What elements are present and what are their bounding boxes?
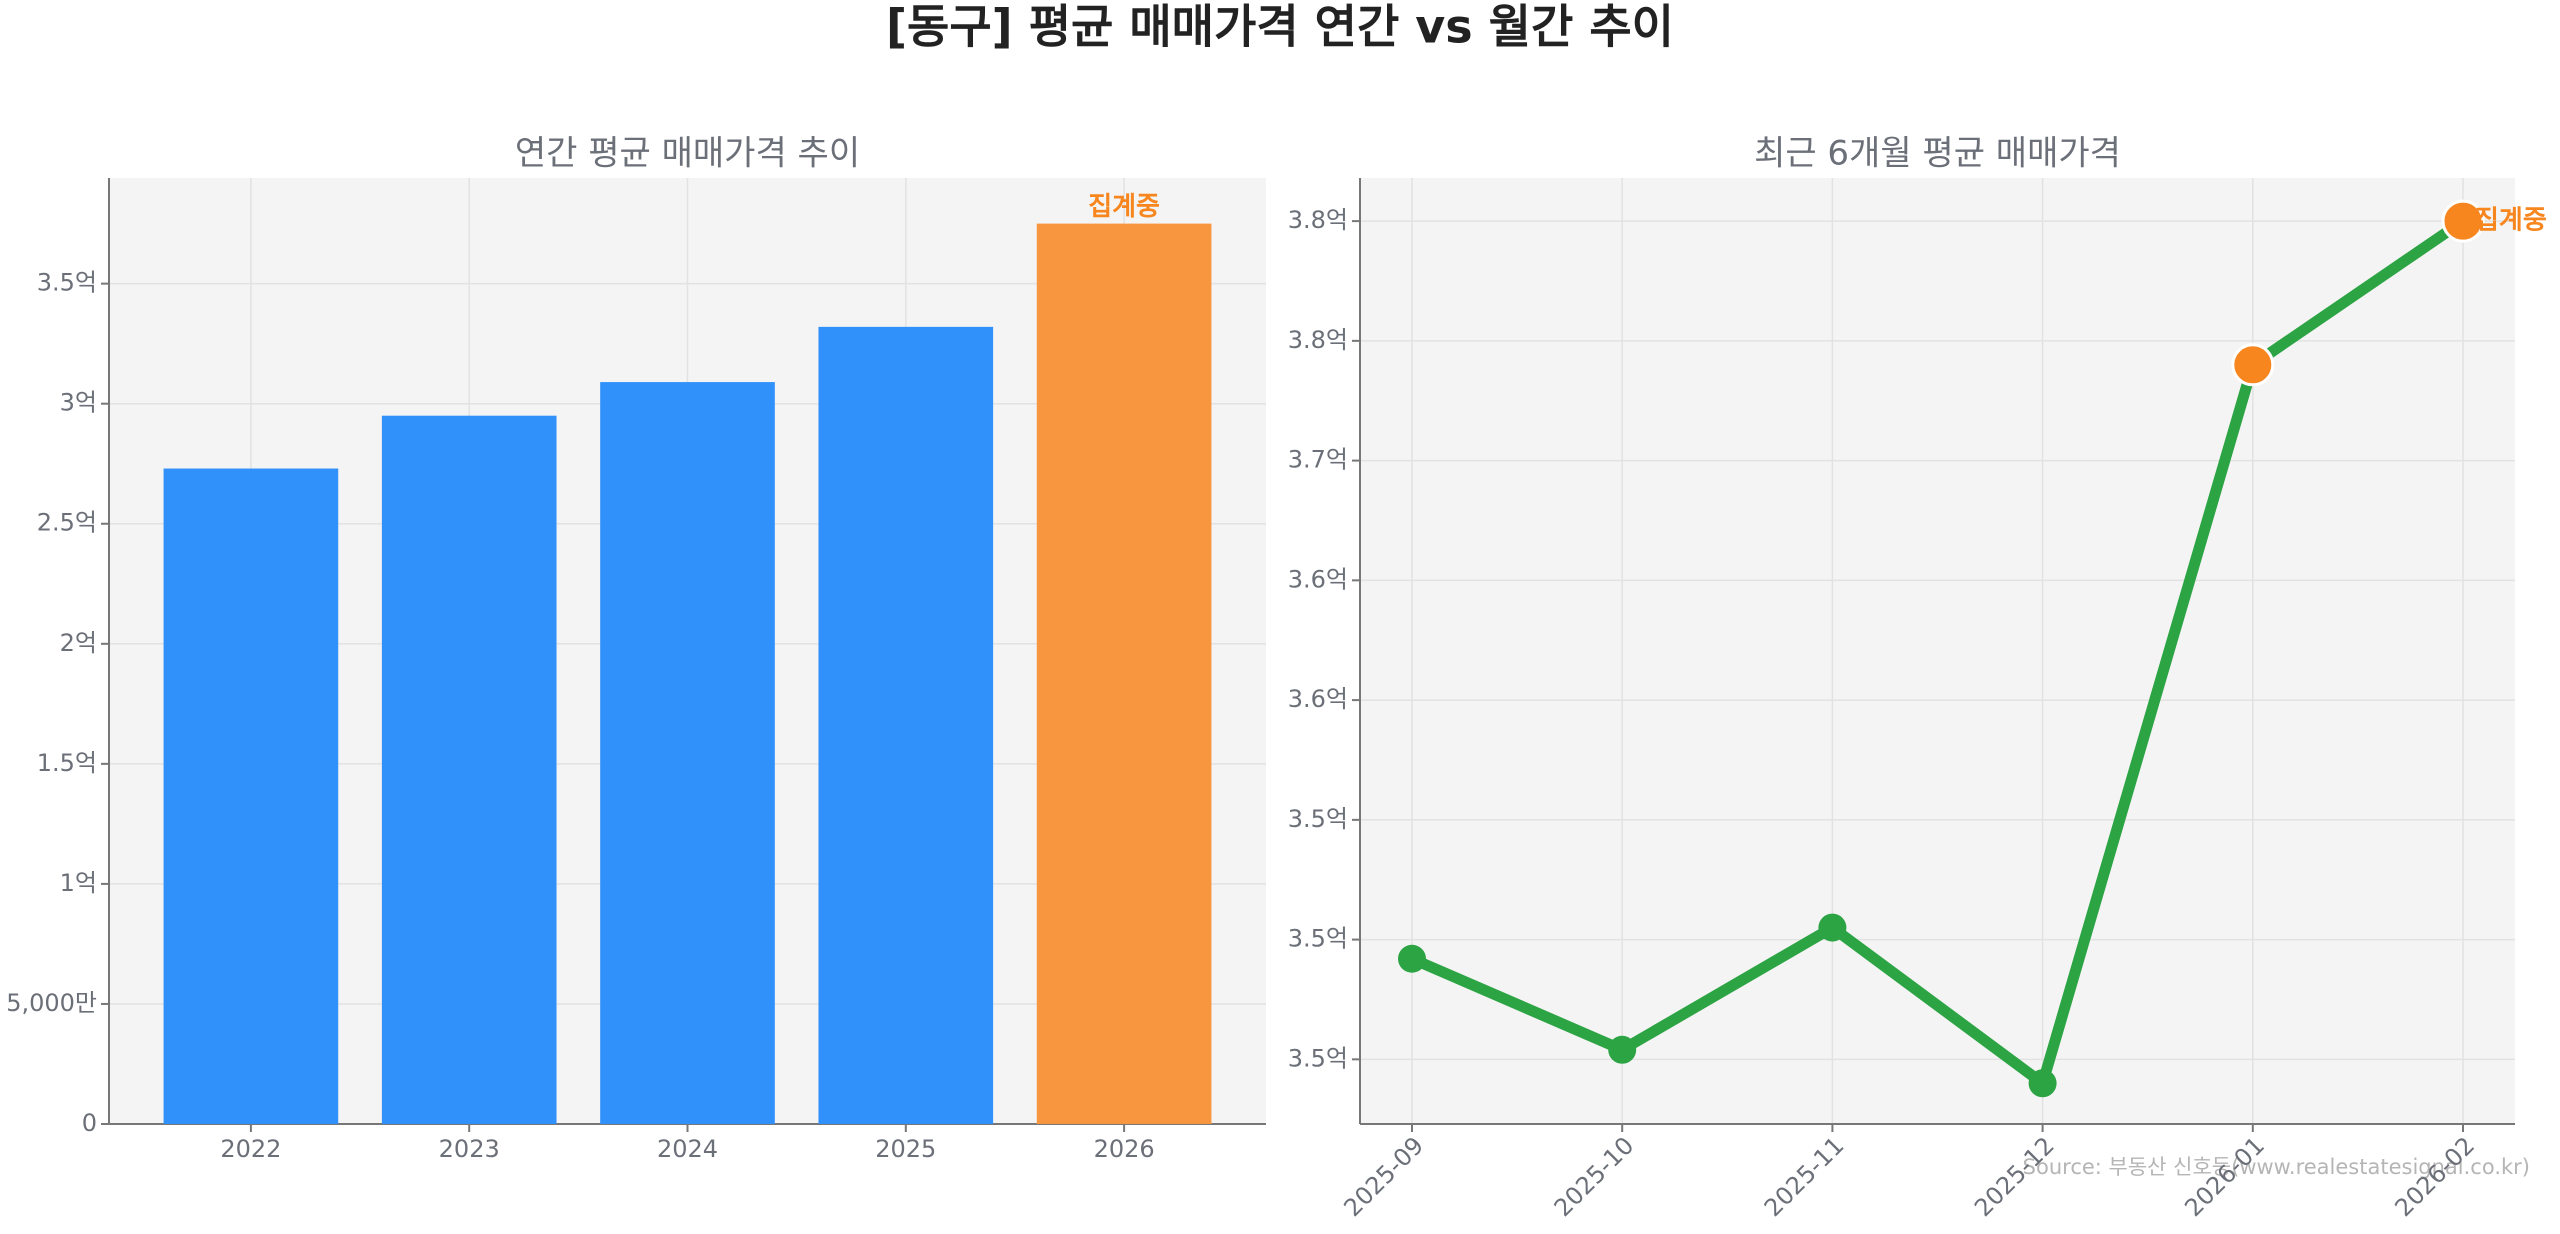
y-tick-label: 3.5억: [1288, 805, 1348, 833]
y-tick-label: 3.8억: [1288, 206, 1348, 234]
marker: [1608, 1035, 1637, 1064]
y-tick-label: 2.5억: [37, 509, 97, 537]
marker: [2231, 343, 2275, 387]
x-tick-label: 2022: [220, 1135, 281, 1163]
y-tick-label: 3.6억: [1288, 565, 1348, 593]
subplot-title: 최근 6개월 평균 매매가격: [1754, 134, 2121, 174]
y-tick-label: 3.7억: [1288, 446, 1348, 474]
y-tick-label: 0: [82, 1109, 97, 1137]
source: Source: 부동산 신호등(www.realestatesignal.co.…: [2023, 1155, 2530, 1179]
y-tick-label: 2억: [60, 629, 97, 657]
y-tick-label: 5,000만: [6, 989, 97, 1017]
y-tick-label: 3.8억: [1288, 326, 1348, 354]
y-tick-label: 3.5억: [1288, 925, 1348, 953]
bar: [163, 468, 339, 1125]
x-tick-label: 2025-11: [1759, 1131, 1850, 1222]
main-title: [동구] 평균 매매가격 연간 vs 월간 추이: [886, 0, 1674, 54]
x-tick-label: 2024: [657, 1135, 718, 1163]
marker: [1398, 944, 1426, 973]
x-tick-label: 2025-09: [1338, 1131, 1429, 1222]
y-tick-label: 3.5억: [37, 269, 97, 297]
line: [1409, 216, 2467, 1089]
annotation: 집계중: [2475, 206, 2547, 236]
x-tick-label: 2025-10: [1549, 1131, 1640, 1222]
marker: [2441, 199, 2485, 243]
y-tick-label: 3.5억: [1288, 1044, 1348, 1072]
y-tick-label: 3억: [60, 389, 97, 417]
x-tick-label: 2025: [875, 1135, 936, 1163]
bar: [600, 382, 775, 1124]
plot-background: [1360, 178, 2515, 1124]
y-tick-label: 1억: [60, 869, 97, 897]
bar: [818, 326, 994, 1125]
annotation: 집계중: [1088, 192, 1160, 222]
y-tick-label: 1.5억: [37, 749, 97, 777]
bar: [381, 415, 557, 1124]
x-tick-label: 2026: [1094, 1135, 1155, 1163]
bar: [1036, 223, 1212, 1125]
y-tick-label: 3.6억: [1288, 685, 1348, 713]
marker: [2028, 1069, 2057, 1098]
subplot-title: 연간 평균 매매가격 추이: [515, 134, 860, 174]
x-tick-label: 2023: [439, 1135, 500, 1163]
marker: [1818, 913, 1847, 942]
